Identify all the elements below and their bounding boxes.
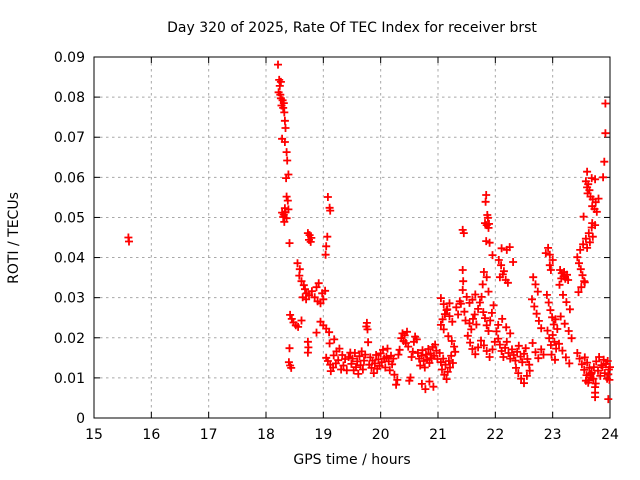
svg-text:21: 21 [429,427,447,443]
svg-text:17: 17 [200,427,218,443]
svg-text:15: 15 [85,427,103,443]
data-points [124,60,614,404]
x-axis-label: GPS time / hours [293,452,411,468]
svg-text:20: 20 [372,427,390,443]
svg-text:0.08: 0.08 [54,90,85,106]
svg-text:19: 19 [314,427,332,443]
svg-text:0.06: 0.06 [54,170,85,186]
plot-frame [93,56,611,419]
svg-text:18: 18 [257,427,275,443]
grid-lines [94,57,610,418]
svg-text:0.04: 0.04 [54,251,85,267]
svg-text:0.05: 0.05 [54,210,85,226]
svg-text:0.02: 0.02 [54,331,85,347]
svg-text:0.03: 0.03 [54,291,85,307]
tick-labels: 15 16 17 18 19 20 21 22 23 24 0 0.01 0.02 0.03 0.04 0.0… [54,50,619,443]
svg-text:0.09: 0.09 [54,50,85,66]
svg-text:0: 0 [76,411,85,427]
svg-text:0.01: 0.01 [54,371,85,387]
svg-text:16: 16 [142,427,160,443]
svg-text:24: 24 [601,427,619,443]
svg-text:23: 23 [544,427,562,443]
chart-title: Day 320 of 2025, Rate Of TEC Index for r… [167,20,537,36]
svg-text:0.07: 0.07 [54,130,85,146]
svg-text:22: 22 [486,427,504,443]
